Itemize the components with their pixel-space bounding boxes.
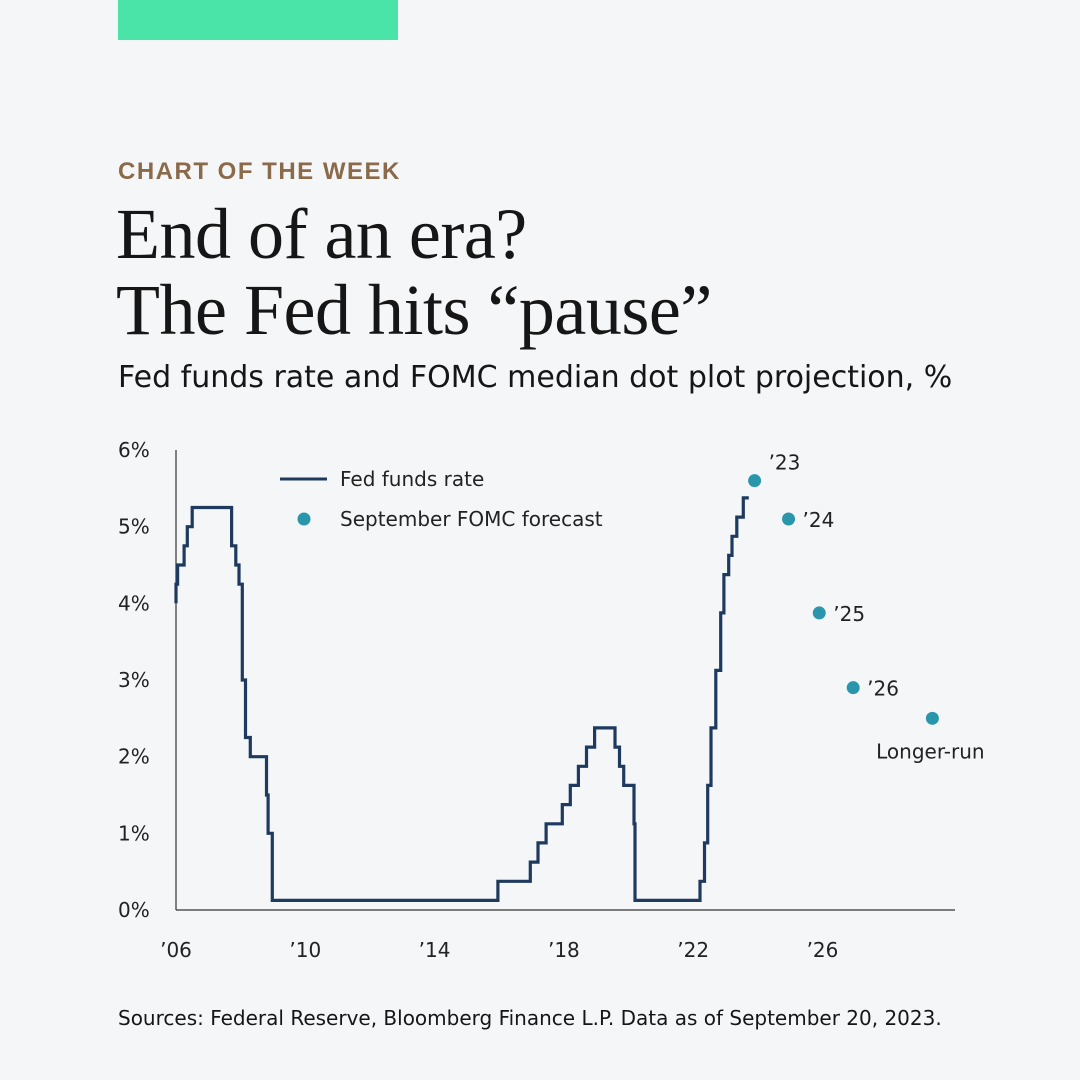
accent-bar — [118, 0, 398, 40]
dot-label: ’26 — [867, 677, 899, 701]
x-tick-label: ’14 — [419, 938, 451, 962]
fomc-forecast-dot — [782, 512, 796, 526]
y-tick-label: 4% — [118, 591, 150, 615]
x-tick-label: ’18 — [548, 938, 580, 962]
title-line-1: End of an era? — [116, 194, 527, 274]
legend-label-fed-funds-rate: Fed funds rate — [340, 467, 484, 491]
y-tick-label: 2% — [118, 745, 150, 769]
y-tick-label: 0% — [118, 898, 150, 922]
fomc-forecast-dot — [925, 711, 939, 725]
dot-label: ’25 — [833, 602, 865, 626]
kicker-label: CHART OF THE WEEK — [118, 158, 401, 185]
x-tick-label: ’22 — [677, 938, 709, 962]
dot-label: Longer-run — [876, 739, 984, 763]
chart-subtitle: Fed funds rate and FOMC median dot plot … — [118, 360, 953, 395]
fomc-forecast-dot — [812, 606, 826, 620]
title-line-2: The Fed hits “pause” — [116, 270, 712, 350]
x-tick-label: ’26 — [807, 938, 839, 962]
y-tick-label: 1% — [118, 821, 150, 845]
source-note: Sources: Federal Reserve, Bloomberg Fina… — [118, 1006, 942, 1030]
fomc-forecast-dot — [846, 681, 860, 695]
y-tick-label: 6% — [118, 438, 150, 462]
legend-label-fomc-forecast: September FOMC forecast — [340, 507, 603, 531]
x-tick-label: ’10 — [289, 938, 321, 962]
x-tick-label: ’06 — [160, 938, 192, 962]
y-tick-label: 5% — [118, 515, 150, 539]
fed-funds-rate-line — [174, 496, 749, 902]
dot-label: ’24 — [803, 508, 835, 532]
dot-label: ’23 — [769, 451, 801, 475]
fed-funds-chart: 0% 1% 2% 3% 4% 5% 6% ’06 ’10 ’14 ’18 ’22 ’26 ’23 ’24 ’2… — [118, 438, 985, 962]
fomc-forecast-dot — [748, 474, 762, 488]
y-tick-label: 3% — [118, 668, 150, 692]
legend-dot-swatch — [297, 512, 311, 526]
page-title: End of an era? The Fed hits “pause” — [116, 196, 712, 348]
